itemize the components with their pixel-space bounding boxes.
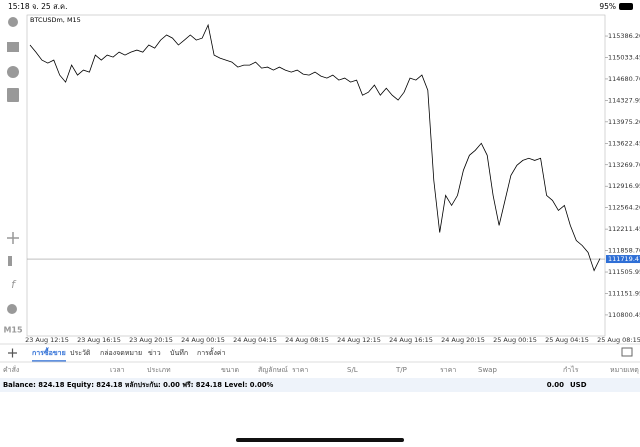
x-tick-label: 25 Aug 04:15 — [545, 336, 589, 344]
y-tick-label: 111505.95 — [608, 268, 640, 276]
status-time: 15:18 — [8, 2, 30, 11]
x-tick-label: 23 Aug 16:15 — [77, 336, 121, 344]
column-header: T/P — [395, 366, 407, 374]
price-line — [29, 23, 601, 272]
add-button[interactable] — [8, 348, 17, 358]
chart-symbol: BTCUSDm, M15 — [30, 16, 81, 24]
x-tick-label: 24 Aug 04:15 — [233, 336, 277, 344]
tab[interactable]: ข่าว — [148, 349, 161, 357]
status-date: จ. 25 ส.ค. — [32, 2, 67, 11]
y-tick-label: 115386.20 — [608, 32, 640, 40]
column-header: ประเภท — [147, 366, 171, 374]
objects-icon[interactable] — [7, 304, 17, 314]
x-tick-label: 23 Aug 12:15 — [25, 336, 69, 344]
x-tick-label: 24 Aug 20:15 — [441, 336, 485, 344]
column-header: ราคา — [292, 366, 308, 374]
y-tick-label: 113975.20 — [608, 118, 640, 126]
chat-icon[interactable] — [7, 66, 19, 78]
column-header: กำไร — [563, 365, 579, 374]
indicator-icon[interactable] — [8, 256, 12, 266]
y-tick-label: 110800.45 — [608, 311, 640, 319]
balance-row — [0, 378, 640, 392]
plot: 115386.20 115033.45 114680.70 114327.95 1139… — [25, 23, 640, 344]
x-tick-label: 24 Aug 16:15 — [389, 336, 433, 344]
x-tick-label: 25 Aug 08:15 — [597, 336, 640, 344]
balance-profit: 0.00 — [547, 381, 564, 389]
x-tick-label: 23 Aug 20:15 — [129, 336, 173, 344]
tab[interactable]: กล่องจดหมาย — [100, 349, 142, 357]
y-tick-label: 112564.20 — [608, 204, 640, 212]
chart-frame — [26, 14, 606, 337]
tab[interactable]: การซื้อขาย — [32, 346, 66, 357]
y-tick-label: 115033.45 — [608, 53, 640, 61]
y-tick-label: 111858.70 — [608, 247, 640, 255]
column-header: สัญลักษณ์ — [258, 366, 288, 374]
current-price-box — [606, 255, 640, 264]
column-header: S/L — [347, 366, 358, 374]
column-header: เวลา — [110, 366, 125, 374]
y-tick-label: 113622.45 — [608, 139, 640, 147]
column-header: คำสั่ง — [3, 365, 19, 374]
account-icon[interactable] — [8, 17, 18, 27]
crosshair-icon[interactable] — [7, 232, 19, 244]
current-price-label: 111719.47 — [608, 255, 640, 263]
y-tick-label: 114327.95 — [608, 96, 640, 104]
status-battery: 95% — [599, 2, 616, 11]
y-tick-label: 112916.95 — [608, 182, 640, 190]
tab[interactable]: บันทึก — [170, 348, 188, 357]
x-tick-label: 24 Aug 08:15 — [285, 336, 329, 344]
tab[interactable]: การตั้งค่า — [197, 346, 226, 357]
y-tick-label: 112211.45 — [608, 225, 640, 233]
y-tick-label: 111151.95 — [608, 290, 640, 298]
trade-icon[interactable] — [7, 42, 19, 52]
tabs: การซื้อขาย ประวัติ กล่องจดหมาย ข่าว บันทึก กา… — [32, 346, 226, 362]
sidebar: f — [7, 17, 19, 314]
y-tick-label: 113269.70 — [608, 161, 640, 169]
function-icon[interactable]: f — [11, 278, 17, 291]
timeframe-button[interactable]: M15 — [3, 326, 23, 335]
table-header: คำสั่ง เวลา ประเภท ขนาด สัญลักษณ์ ราคา S/L T/P ร… — [3, 365, 639, 374]
tab[interactable]: ประวัติ — [70, 349, 91, 357]
y-tick-label: 114680.70 — [608, 75, 640, 83]
column-header: ขนาด — [221, 366, 239, 374]
column-header: ราคา — [440, 366, 456, 374]
balance-currency: USD — [570, 381, 587, 389]
x-tick-label: 24 Aug 00:15 — [181, 336, 225, 344]
column-header: Swap — [478, 366, 497, 374]
battery-icon — [619, 3, 633, 10]
layout-button[interactable] — [621, 347, 633, 357]
new-order-icon[interactable] — [7, 88, 19, 102]
home-indicator — [236, 438, 404, 442]
balance-summary: Balance: 824.18 Equity: 824.18 หลักประกั… — [3, 381, 274, 389]
x-tick-label: 24 Aug 12:15 — [337, 336, 381, 344]
x-tick-label: 25 Aug 00:15 — [493, 336, 537, 344]
column-header: หมายเหตุ — [610, 366, 639, 374]
